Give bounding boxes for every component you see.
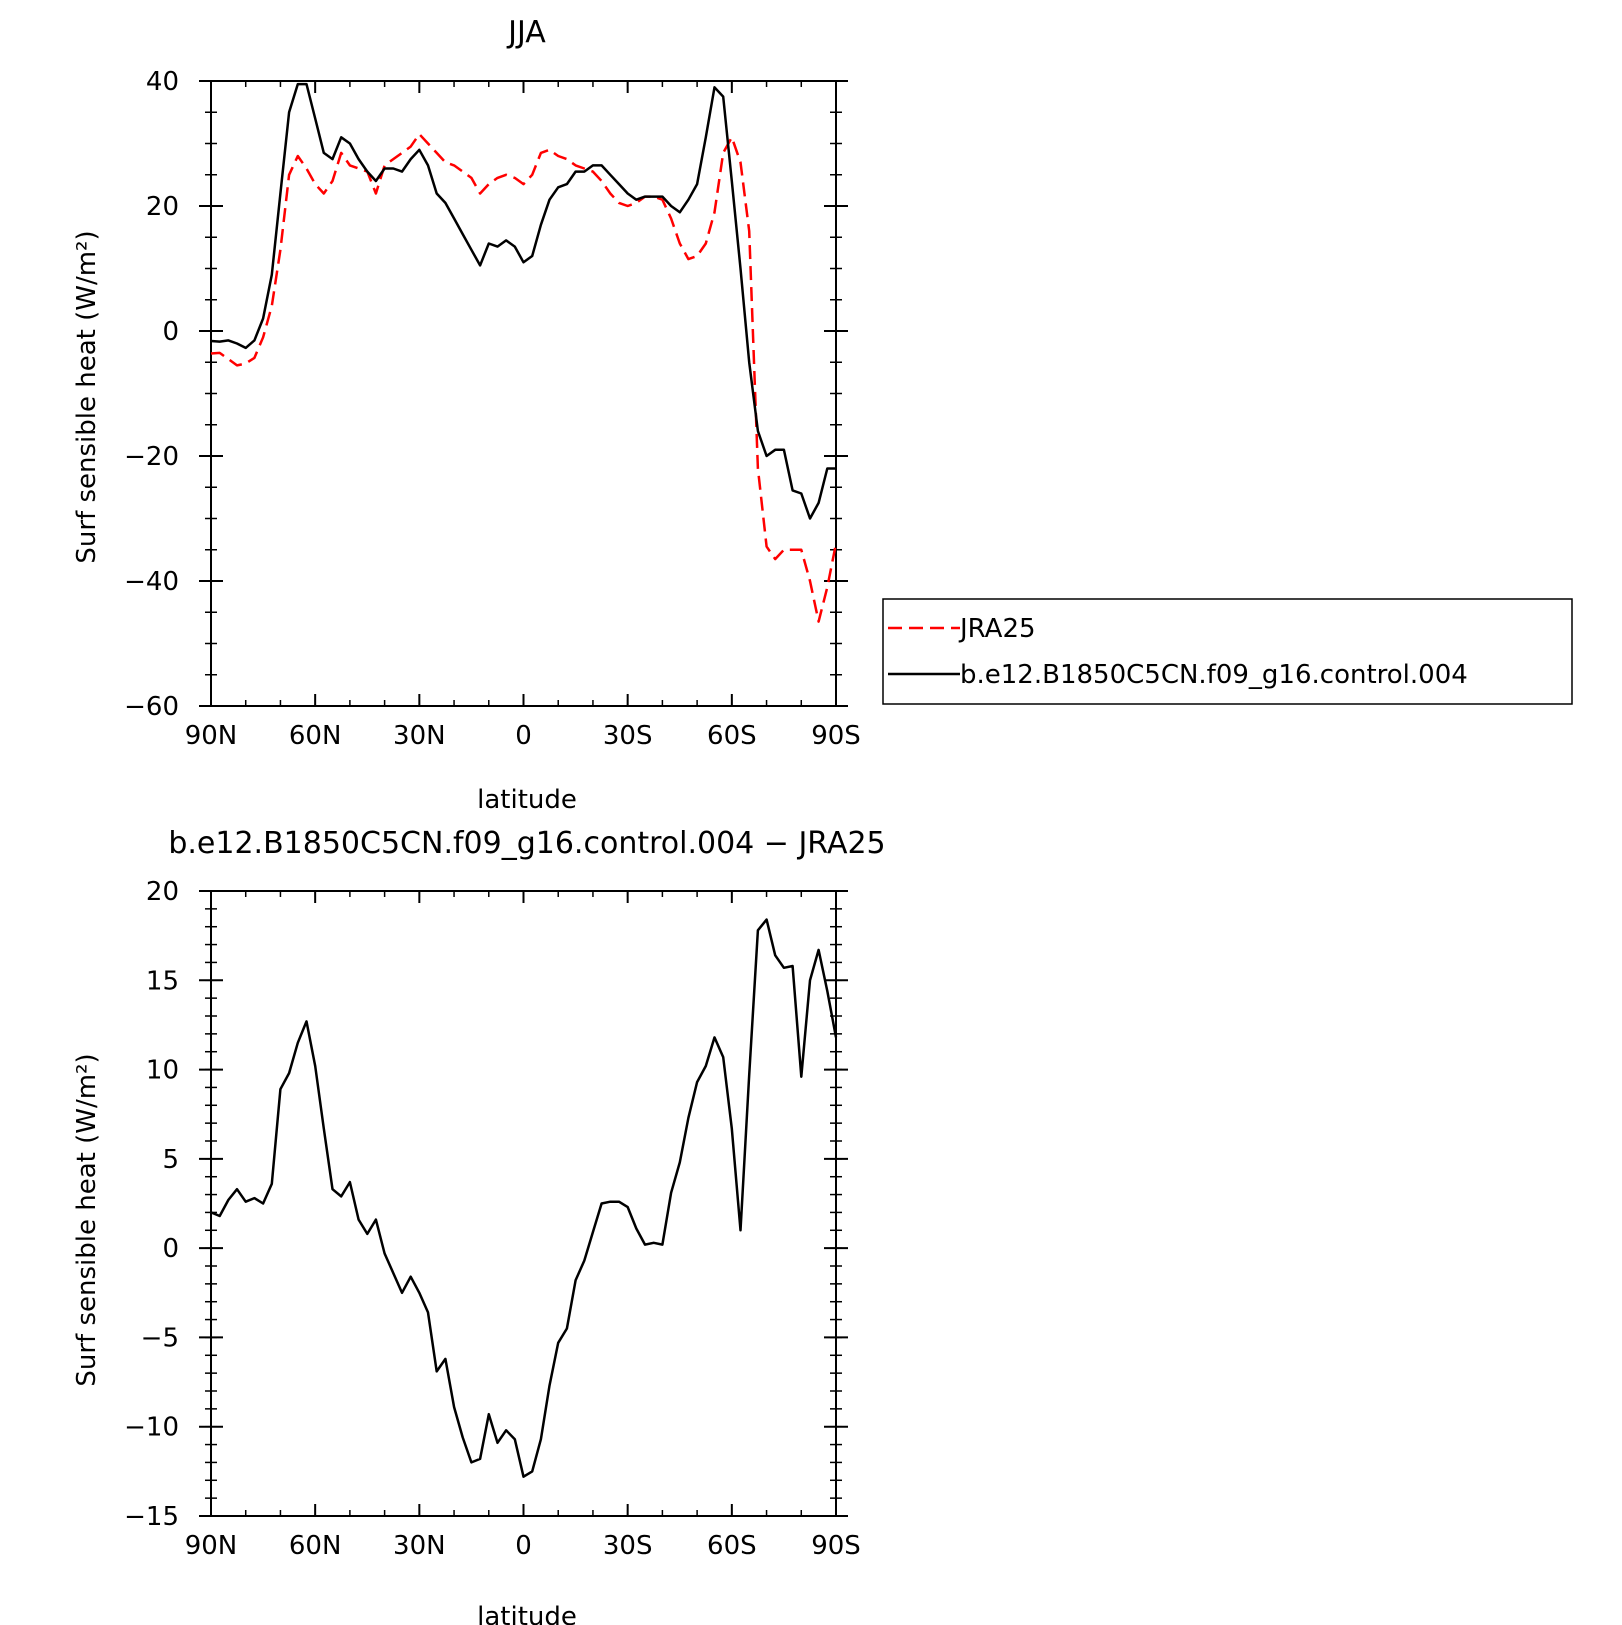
bottom-y-tick-label: 10 — [146, 1056, 179, 1086]
top-x-tick-label: 90S — [811, 721, 861, 751]
bottom-panel: b.e12.B1850C5CN.f09_g16.control.004 − JR… — [72, 826, 886, 1625]
bottom-x-tick-label: 60N — [289, 1531, 342, 1561]
top-x-tick-label: 60N — [289, 721, 342, 751]
bottom-chart-title: b.e12.B1850C5CN.f09_g16.control.004 − JR… — [168, 826, 885, 861]
top-x-tick-label: 30N — [393, 721, 446, 751]
top-y-tick-label: −40 — [124, 567, 179, 597]
top-chart-title: JJA — [506, 15, 546, 50]
bottom-series-line-0 — [210, 918, 838, 1478]
top-x-tick-label: 30S — [603, 721, 653, 751]
top-y-tick-label: 0 — [162, 317, 179, 347]
top-y-axis-label: Surf sensible heat (W/m²) — [72, 230, 102, 563]
top-plot-area — [210, 82, 838, 623]
bottom-x-tick-label: 30N — [393, 1531, 446, 1561]
top-y-tick-label: 20 — [146, 192, 179, 222]
legend-label-model: b.e12.B1850C5CN.f09_g16.control.004 — [960, 660, 1468, 690]
legend: JRA25 b.e12.B1850C5CN.f09_g16.control.00… — [882, 598, 1573, 705]
bottom-y-tick-label: 20 — [146, 877, 179, 907]
bottom-y-tick-label: −5 — [141, 1323, 179, 1353]
top-x-tick-label: 60S — [707, 721, 757, 751]
top-series-line-1 — [210, 82, 836, 520]
bottom-y-tick-label: 15 — [146, 966, 179, 996]
bottom-y-tick-label: 0 — [162, 1234, 179, 1264]
bottom-y-axis-label: Surf sensible heat (W/m²) — [72, 1053, 102, 1386]
bottom-y-tick-label: 5 — [162, 1145, 179, 1175]
bottom-x-axis-label: latitude — [477, 1602, 577, 1625]
top-series-line-0 — [210, 132, 838, 623]
top-y-tick-label: −60 — [124, 692, 179, 722]
top-x-tick-label: 90N — [185, 721, 238, 751]
top-y-tick-label: −20 — [124, 442, 179, 472]
top-x-tick-label: 0 — [515, 721, 532, 751]
bottom-x-tick-label: 90N — [185, 1531, 238, 1561]
bottom-x-tick-label: 90S — [811, 1531, 861, 1561]
top-y-tick-label: 40 — [146, 67, 179, 97]
top-panel: JJA Surf sensible heat (W/m²) latitude 9… — [72, 15, 1573, 815]
bottom-x-tick-label: 30S — [603, 1531, 653, 1561]
bottom-y-tick-label: −10 — [124, 1413, 179, 1443]
bottom-axes: 90N 60N 30N 0 30S 60S 90S −15 −10 −5 0 5 10 15 20 — [124, 877, 861, 1561]
legend-box — [882, 598, 1573, 705]
legend-label-jra25: JRA25 — [958, 614, 1036, 644]
top-x-axis-label: latitude — [477, 785, 577, 815]
bottom-x-tick-label: 60S — [707, 1531, 757, 1561]
bottom-y-tick-label: −15 — [124, 1502, 179, 1532]
bottom-x-tick-label: 0 — [515, 1531, 532, 1561]
top-axes: 90N 60N 30N 0 30S 60S 90S −60 −40 −20 0 20 40 — [124, 67, 861, 751]
bottom-plot-area — [210, 918, 838, 1478]
